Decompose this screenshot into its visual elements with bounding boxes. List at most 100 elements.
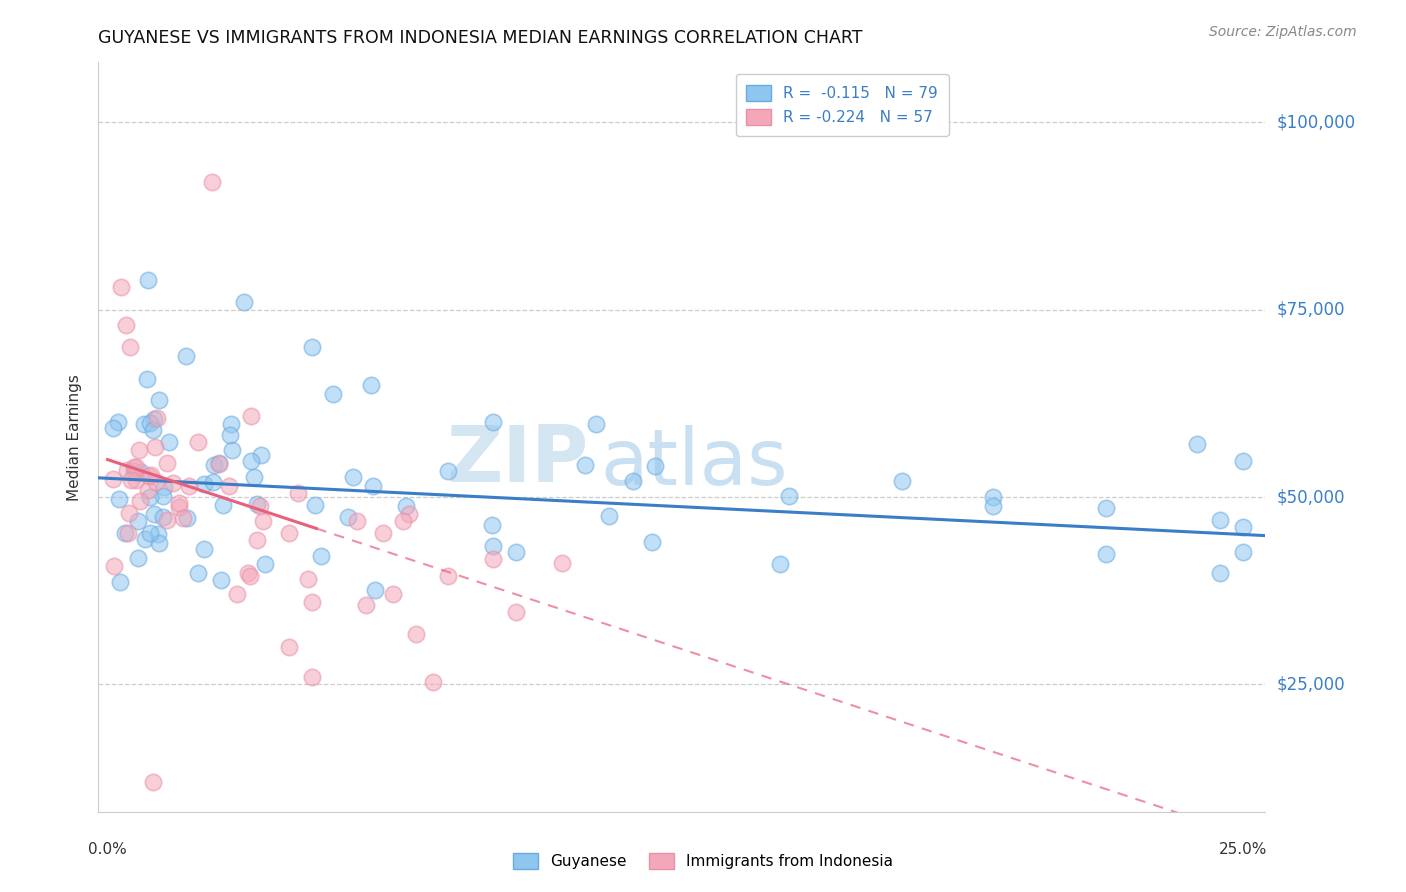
Point bbox=[361, 478, 384, 492]
Point bbox=[641, 535, 664, 549]
Point bbox=[598, 509, 620, 524]
Point bbox=[179, 479, 201, 493]
Point bbox=[219, 417, 242, 431]
Point bbox=[422, 675, 444, 690]
Point bbox=[1232, 520, 1254, 534]
Point bbox=[127, 551, 149, 566]
Point bbox=[129, 465, 152, 479]
Point bbox=[218, 479, 240, 493]
Point bbox=[142, 423, 165, 437]
Point bbox=[114, 318, 136, 332]
Point bbox=[103, 472, 125, 486]
Point bbox=[142, 774, 165, 789]
Point bbox=[208, 456, 231, 470]
Point bbox=[114, 525, 136, 540]
Point bbox=[482, 551, 505, 566]
Point bbox=[240, 409, 263, 423]
Point bbox=[117, 526, 139, 541]
Point bbox=[232, 295, 254, 310]
Point bbox=[394, 500, 416, 514]
Point bbox=[356, 598, 378, 612]
Point bbox=[193, 542, 215, 557]
Point bbox=[301, 594, 323, 608]
Point bbox=[134, 532, 156, 546]
Point bbox=[309, 549, 332, 563]
Point bbox=[1187, 437, 1209, 451]
Point bbox=[585, 417, 607, 431]
Point bbox=[482, 539, 505, 553]
Text: GUYANESE VS IMMIGRANTS FROM INDONESIA MEDIAN EARNINGS CORRELATION CHART: GUYANESE VS IMMIGRANTS FROM INDONESIA ME… bbox=[98, 29, 863, 47]
Point bbox=[176, 511, 198, 525]
Point bbox=[891, 474, 914, 488]
Point bbox=[193, 477, 215, 491]
Point bbox=[437, 464, 460, 478]
Point bbox=[239, 569, 262, 583]
Point bbox=[252, 514, 274, 528]
Point bbox=[208, 458, 231, 472]
Point bbox=[143, 412, 166, 426]
Point bbox=[644, 458, 666, 473]
Point bbox=[236, 566, 259, 580]
Point bbox=[148, 392, 170, 407]
Point bbox=[623, 474, 645, 488]
Point bbox=[122, 460, 145, 475]
Point bbox=[145, 410, 167, 425]
Point bbox=[146, 526, 169, 541]
Point bbox=[128, 514, 150, 528]
Point bbox=[172, 510, 194, 524]
Point bbox=[162, 476, 184, 491]
Point bbox=[156, 456, 179, 470]
Point bbox=[336, 510, 359, 524]
Point bbox=[1232, 453, 1254, 467]
Point bbox=[201, 175, 224, 189]
Point bbox=[202, 458, 225, 472]
Point bbox=[322, 387, 344, 401]
Point bbox=[1232, 545, 1254, 559]
Point bbox=[145, 475, 167, 489]
Text: $50,000: $50,000 bbox=[1277, 488, 1346, 506]
Point bbox=[246, 497, 269, 511]
Point bbox=[152, 509, 174, 524]
Point bbox=[778, 489, 800, 503]
Point bbox=[156, 513, 179, 527]
Point bbox=[505, 605, 527, 619]
Point bbox=[981, 500, 1004, 514]
Point bbox=[382, 587, 405, 601]
Point bbox=[304, 498, 326, 512]
Point bbox=[574, 458, 596, 473]
Point bbox=[1095, 548, 1118, 562]
Point bbox=[174, 349, 197, 363]
Point bbox=[125, 460, 148, 475]
Point bbox=[108, 491, 131, 506]
Point bbox=[187, 434, 209, 449]
Legend: R =  -0.115   N = 79, R = -0.224   N = 57: R = -0.115 N = 79, R = -0.224 N = 57 bbox=[735, 74, 949, 136]
Point bbox=[437, 569, 460, 583]
Point bbox=[297, 572, 319, 586]
Point bbox=[115, 463, 138, 477]
Point bbox=[167, 500, 190, 514]
Point bbox=[550, 556, 572, 570]
Point bbox=[124, 464, 146, 478]
Point bbox=[481, 517, 503, 532]
Point bbox=[211, 498, 233, 512]
Point bbox=[157, 435, 180, 450]
Point bbox=[120, 473, 142, 487]
Point bbox=[128, 443, 150, 458]
Point bbox=[107, 415, 129, 429]
Point bbox=[221, 442, 243, 457]
Text: $75,000: $75,000 bbox=[1277, 301, 1346, 318]
Point bbox=[277, 526, 299, 541]
Point bbox=[250, 448, 273, 462]
Point bbox=[169, 495, 191, 509]
Point bbox=[346, 515, 368, 529]
Text: Source: ZipAtlas.com: Source: ZipAtlas.com bbox=[1209, 25, 1357, 39]
Text: $100,000: $100,000 bbox=[1277, 113, 1355, 131]
Point bbox=[202, 475, 225, 489]
Point bbox=[301, 670, 323, 684]
Text: atlas: atlas bbox=[600, 425, 787, 501]
Y-axis label: Median Earnings: Median Earnings bbox=[67, 374, 83, 500]
Point bbox=[117, 506, 139, 520]
Point bbox=[138, 469, 160, 483]
Point bbox=[278, 640, 301, 654]
Text: ZIP: ZIP bbox=[446, 422, 589, 498]
